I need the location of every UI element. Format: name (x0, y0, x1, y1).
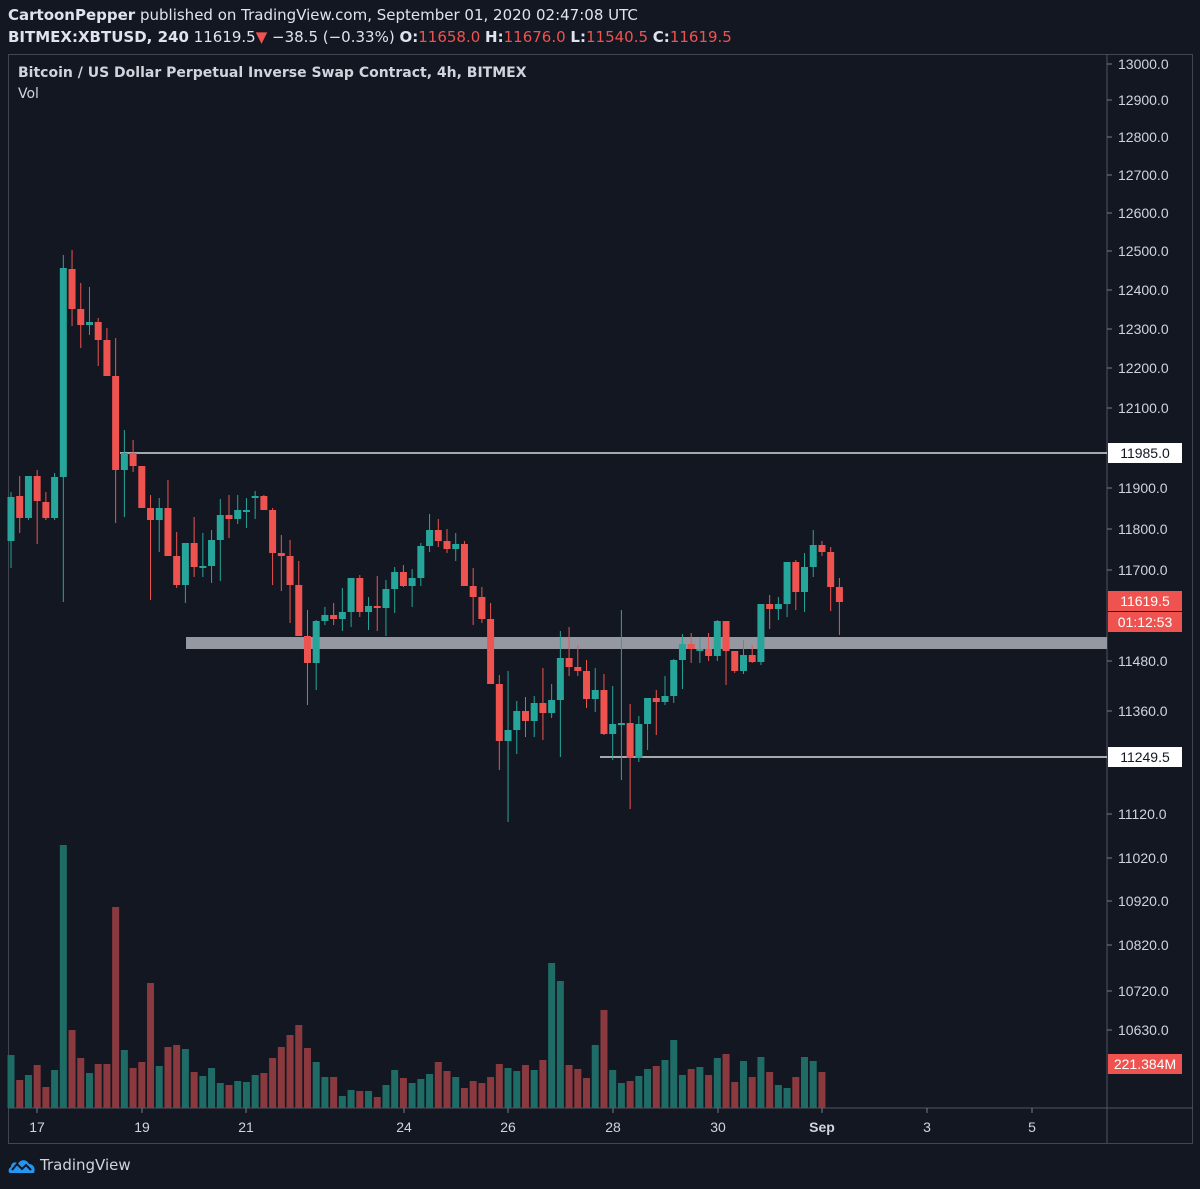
price-tick-label: 11700.0 (1118, 562, 1168, 578)
price-tick-label: 12100.0 (1118, 400, 1169, 416)
volume-indicator-label[interactable]: Vol (18, 86, 39, 102)
price-tick-label: 12700.0 (1118, 167, 1169, 183)
price-tick-label: 11800.0 (1118, 521, 1168, 537)
price-tick-label: 11360.0 (1118, 703, 1168, 719)
volume-label: 221.384M (1108, 1054, 1182, 1074)
time-tick-label: 30 (710, 1119, 726, 1135)
price-marker-label: 11619.5 (1108, 591, 1182, 611)
publisher-name[interactable]: CartoonPepper (8, 6, 136, 24)
price-tick-label: 12800.0 (1118, 129, 1169, 145)
time-tick-label: 24 (396, 1119, 412, 1135)
tradingview-logo[interactable]: TradingView (8, 1156, 131, 1174)
time-tick-label: 5 (1028, 1119, 1036, 1135)
open-value: 11658.0 (418, 28, 481, 46)
low-label: L: (570, 28, 586, 46)
low-value: 11540.5 (585, 28, 649, 46)
high-label: H: (485, 28, 504, 46)
close-value: 11619.5 (669, 28, 732, 46)
price-tick-label: 10720.0 (1118, 983, 1169, 999)
volume-bars (7, 845, 826, 1108)
candles (7, 250, 843, 822)
down-arrow-icon: ▼ (255, 28, 268, 46)
chart-title: Bitcoin / US Dollar Perpetual Inverse Sw… (18, 65, 527, 81)
time-tick-label: 3 (923, 1119, 931, 1135)
close-label: C: (652, 28, 670, 46)
logo-text: TradingView (40, 1156, 131, 1174)
price-tick-label: 13000.0 (1118, 56, 1169, 72)
publisher-line: CartoonPepper published on TradingView.c… (8, 6, 638, 24)
time-tick-label: 26 (500, 1119, 516, 1135)
time-tick-label: 21 (238, 1119, 254, 1135)
time-tick-label: Sep (809, 1119, 835, 1135)
price-marker-label: 11985.0 (1108, 443, 1182, 463)
price-tick-label: 12200.0 (1118, 360, 1169, 376)
price-tick-label: 12300.0 (1118, 321, 1169, 337)
tradingview-cloud-icon (8, 1160, 35, 1173)
change: −38.5 (−0.33%) (272, 28, 395, 46)
published-text: published on TradingView.com, September … (139, 6, 638, 24)
last-price: 11619.5 (193, 28, 256, 46)
symbol: BITMEX:XBTUSD, 240 (8, 28, 189, 46)
price-tick-label: 10820.0 (1118, 937, 1169, 953)
open-label: O: (399, 28, 419, 46)
price-tick-label: 12900.0 (1118, 92, 1169, 108)
price-tick-label: 11020.0 (1118, 850, 1168, 866)
price-tick-label: 11120.0 (1118, 806, 1167, 822)
symbol-ohlc-line: BITMEX:XBTUSD, 240 11619.5▼ −38.5 (−0.33… (8, 28, 732, 46)
price-tick-label: 11480.0 (1118, 653, 1168, 669)
price-tick-label: 12400.0 (1118, 282, 1169, 298)
price-tick-label: 10920.0 (1118, 893, 1169, 909)
time-axis[interactable]: 17 19 21 24 26 28 30 Sep 3 5 (29, 1108, 1036, 1135)
price-axis[interactable]: 13000.0 12900.0 12800.0 12700.0 12600.0 12500… (1107, 56, 1169, 1038)
time-tick-label: 17 (29, 1119, 45, 1135)
support-zone[interactable] (186, 637, 1107, 649)
time-tick-label: 19 (134, 1119, 150, 1135)
countdown-label: 01:12:53 (1108, 612, 1182, 632)
price-marker-label: 11249.5 (1108, 747, 1182, 767)
chart-frame[interactable] (8, 54, 1193, 1144)
svg-text:11249.5: 11249.5 (1120, 749, 1170, 765)
price-tick-label: 12600.0 (1118, 205, 1169, 221)
price-tick-label: 10630.0 (1118, 1022, 1169, 1038)
svg-text:01:12:53: 01:12:53 (1118, 614, 1173, 630)
price-tick-label: 12500.0 (1118, 243, 1169, 259)
svg-text:221.384M: 221.384M (1114, 1056, 1176, 1072)
time-tick-label: 28 (605, 1119, 621, 1135)
svg-text:11985.0: 11985.0 (1120, 445, 1170, 461)
svg-text:11619.5: 11619.5 (1120, 593, 1170, 609)
high-value: 11676.0 (503, 28, 566, 46)
price-tick-label: 11900.0 (1118, 480, 1168, 496)
